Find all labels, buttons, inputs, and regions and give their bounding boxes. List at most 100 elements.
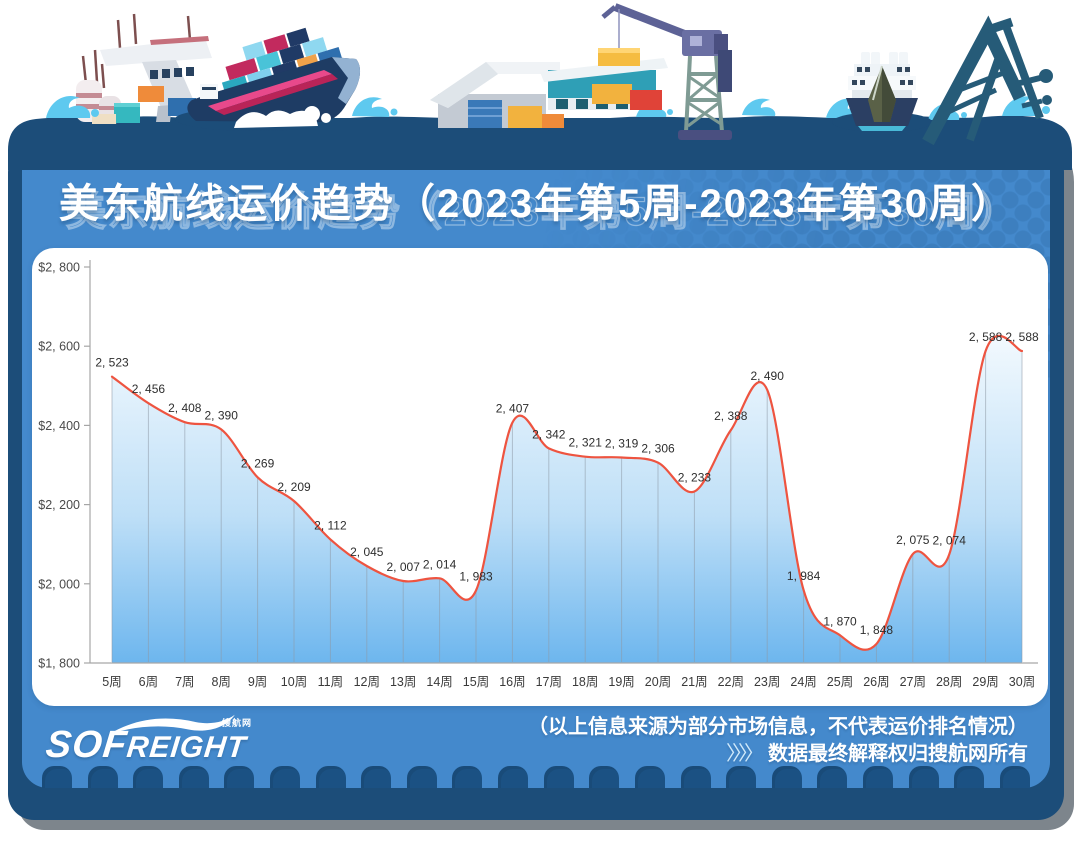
tooth [908,766,939,788]
inner-panel: 美东航线运价趋势（2023年第5周-2023年第30周） $1, 800 $2, … [22,148,1050,788]
data-label: 1, 984 [787,569,821,583]
warehouse-2-icon [540,58,668,110]
x-tick-label: 23周 [754,675,780,689]
x-tick-label: 6周 [139,675,158,689]
tooth [133,766,164,788]
title-band: 美东航线运价趋势（2023年第5周-2023年第30周） [22,168,1050,248]
logo-wave-icon [109,714,235,735]
wave-splash-icon [46,96,1050,120]
x-tick-label: 13周 [390,675,416,689]
x-tick-label: 29周 [972,675,998,689]
data-label: 2, 233 [678,471,712,485]
logo-text: SOFREIGHT [44,724,259,767]
x-tick-label: 19周 [608,675,634,689]
tooth [406,766,437,788]
data-label: 2, 388 [714,409,748,423]
tooth [42,766,72,788]
tooth [498,766,529,788]
footer: 搜航网 SOFREIGHT （以上信息来源为部分市场信息，不代表运价排名情况） … [44,714,1028,778]
cargo-ship-icon [175,27,361,131]
disclaimer: （以上信息来源为部分市场信息，不代表运价排名情况） 〉〉〉〉 数据最终解释权归搜航… [528,714,1028,768]
x-tick-label: 14周 [426,675,452,689]
tooth [634,766,665,788]
data-label: 2, 007 [387,560,421,574]
y-tick-label: $1, 800 [38,657,80,671]
port-gantry-icon [100,13,212,122]
tooth [817,766,848,788]
data-label: 2, 014 [423,557,457,571]
data-label: 2, 407 [496,402,530,416]
data-label: 2, 408 [168,401,202,415]
x-tick-label: 25周 [827,675,853,689]
x-tick-label: 10周 [281,675,307,689]
x-tick-label: 27周 [900,675,926,689]
x-tick-label: 7周 [175,675,194,689]
series-area [112,335,1022,663]
x-tick-label: 11周 [318,675,343,689]
sofreight-logo: 搜航网 SOFREIGHT [44,714,259,776]
data-label: 2, 490 [751,369,785,383]
x-tick-label: 21周 [681,675,707,689]
data-label: 2, 112 [314,518,347,532]
silos-icon [76,49,140,124]
data-label: 2, 588 [969,330,1003,344]
data-label: 2, 306 [641,442,675,456]
tooth [771,766,802,788]
page-title: 美东航线运价趋势（2023年第5周-2023年第30周） [22,168,1050,248]
x-tick-label: 9周 [248,675,267,689]
tooth [680,766,711,788]
x-tick-label: 22周 [718,675,744,689]
y-tick-label: $2, 200 [38,498,80,512]
data-label: 2, 588 [1005,330,1039,344]
x-tick-label: 16周 [499,675,525,689]
tooth [999,766,1030,788]
logo-sub-label: 搜航网 [221,718,252,728]
x-tick-label: 15周 [463,675,489,689]
logo-rest: REIGHT [125,731,248,764]
data-label: 2, 075 [896,533,930,547]
series-line [110,334,1024,651]
y-tick-label: $2, 600 [38,340,80,354]
x-tick-label: 5周 [102,675,121,689]
data-label: 2, 456 [132,382,166,396]
x-tick-label: 24周 [790,675,816,689]
rate-trend-chart: $1, 800 $2, 000 $2, 200 $2, 400 $2, 600 $2, 8… [38,260,1039,689]
logo-so: SOF [43,724,130,766]
tooth [589,766,620,788]
container-stack [221,27,343,96]
data-label: 2, 390 [205,408,239,422]
y-tick-label: $2, 000 [38,577,80,591]
tooth [452,766,483,788]
y-tick-label: $2, 400 [38,419,80,433]
disclaimer-line2: 〉〉〉〉 数据最终解释权归搜航网所有 [726,743,1028,765]
x-tick-label: 12周 [354,675,380,689]
panel-top-strip [22,148,1050,163]
data-label: 2, 319 [605,436,639,450]
data-label: 1, 870 [823,614,857,628]
disclaimer-line1: （以上信息来源为部分市场信息，不代表运价排名情况） [528,716,1028,738]
x-tick-label: 20周 [645,675,671,689]
chart-card: $1, 800 $2, 000 $2, 200 $2, 400 $2, 600 $2, 8… [32,248,1048,706]
tooth [315,766,346,788]
x-tick-label: 30周 [1009,675,1035,689]
data-label: 2, 269 [241,456,275,470]
x-tick-label: 28周 [936,675,962,689]
tooth [361,766,392,788]
tooth [87,766,118,788]
data-label: 2, 523 [95,356,129,370]
data-label: 2, 321 [569,436,603,450]
tooth [954,766,985,788]
x-tick-label: 17周 [536,675,562,689]
x-tick-label: 18周 [572,675,598,689]
y-tick-label: $2, 800 [38,261,80,275]
data-label: 2, 342 [532,427,566,441]
tooth [224,766,255,788]
x-tick-label: 8周 [211,675,230,689]
x-tick-label: 26周 [863,675,889,689]
chevrons-icon: 〉〉〉〉 [726,743,764,765]
data-label: 1, 983 [459,570,493,584]
main-card: 美东航线运价趋势（2023年第5周-2023年第30周） $1, 800 $2, … [8,118,1064,820]
data-label: 2, 045 [350,545,384,559]
data-label: 2, 209 [277,480,311,494]
